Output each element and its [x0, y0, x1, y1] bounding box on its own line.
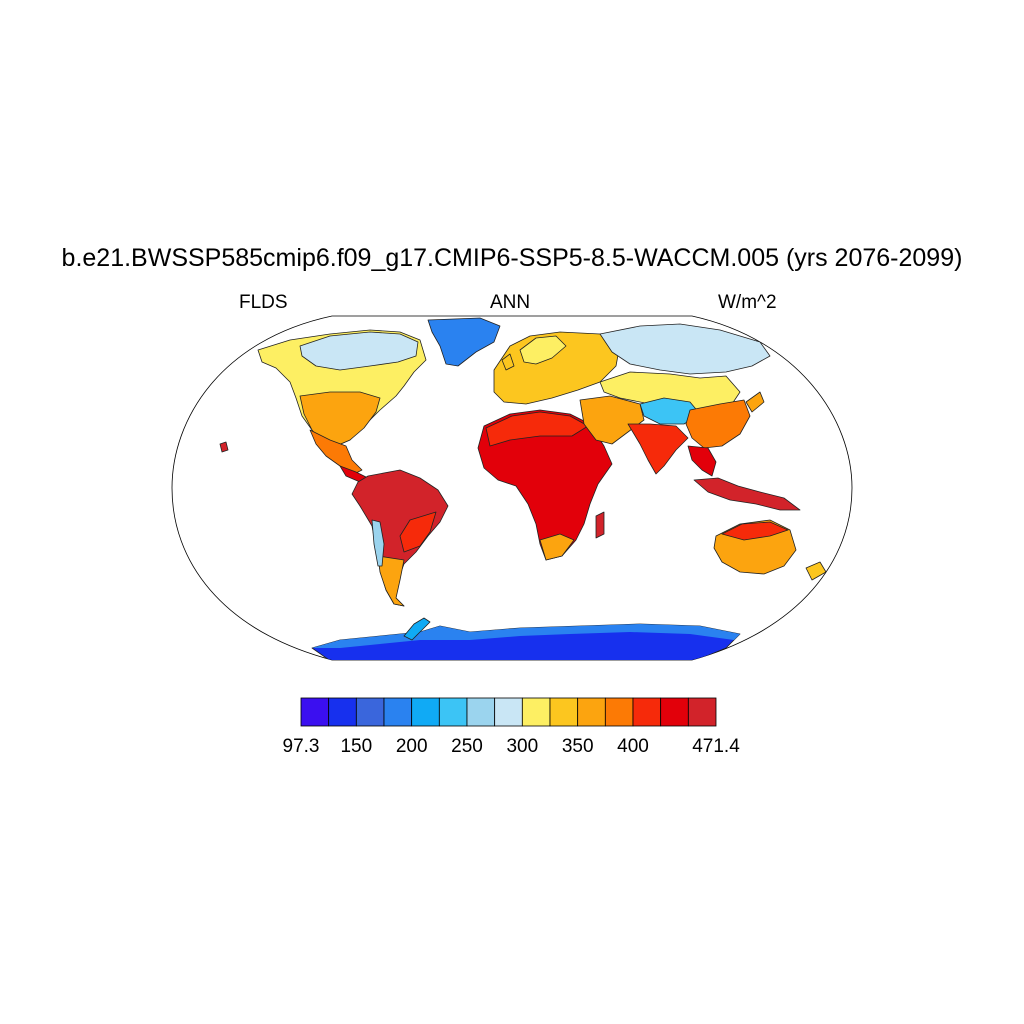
africa-region — [477, 409, 613, 561]
colorbar-box — [355, 697, 385, 727]
usa-south-region — [299, 391, 381, 447]
season-label: ANN — [490, 292, 531, 313]
units-label: W/m^2 — [718, 292, 777, 313]
colorbar-box — [660, 697, 689, 727]
colorbar-box — [521, 697, 551, 727]
southeast-asia-region — [687, 445, 717, 477]
antarctica-peninsula — [403, 617, 431, 641]
arctic-canada-region — [299, 331, 419, 371]
colorbar-tick-label: 250 — [451, 736, 483, 757]
new-zealand-region — [805, 561, 827, 581]
colorbar-box — [632, 697, 662, 727]
hawaii-region — [219, 441, 229, 453]
colorbar-box — [687, 697, 717, 727]
uk-region — [501, 353, 515, 371]
siberia-region — [599, 323, 771, 375]
mexico-region — [309, 429, 363, 475]
colorbar-box — [604, 697, 634, 727]
australia-north-region — [721, 521, 789, 541]
colorbar-box — [494, 697, 523, 727]
colorbar-tick-label: 150 — [340, 736, 372, 757]
colorbar-tick-label: 97.3 — [283, 736, 320, 757]
colorbar-tick-label: 200 — [396, 736, 428, 757]
south-america-south-region — [377, 555, 405, 607]
south-america-east-region — [399, 511, 437, 553]
colorbar-box — [466, 697, 496, 727]
plot-title: b.e21.BWSSP585cmip6.f09_g17.CMIP6-SSP5-8… — [61, 244, 963, 272]
colorbar-box — [383, 697, 413, 727]
colorbar-box — [328, 697, 357, 727]
indonesia-region — [693, 477, 801, 511]
madagascar-region — [595, 511, 605, 539]
colorbar-tick-label: 471.4 — [692, 736, 740, 757]
india-region — [627, 423, 689, 475]
colorbar-box — [577, 697, 606, 727]
colorbar-box — [300, 697, 330, 727]
colorbar-box — [438, 697, 468, 727]
colorbar-box — [411, 697, 440, 727]
greenland-region — [427, 317, 501, 367]
scandinavia-region — [519, 335, 567, 365]
southern-africa-region — [539, 533, 575, 561]
variable-label: FLDS — [239, 292, 288, 313]
colorbar-box — [549, 697, 579, 727]
sahara-region — [485, 411, 589, 447]
andes-region — [371, 519, 385, 567]
colorbar-tick-label: 300 — [506, 736, 538, 757]
colorbar-tick-label: 350 — [562, 736, 594, 757]
japan-region — [745, 391, 765, 413]
middle-east-region — [579, 395, 645, 445]
china-region — [685, 399, 751, 449]
colorbar-tick-label: 400 — [617, 736, 649, 757]
antarctica-coast — [312, 624, 740, 648]
